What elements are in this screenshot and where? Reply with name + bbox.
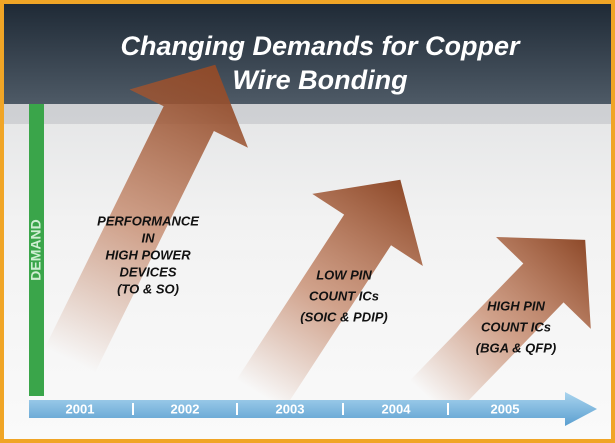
label-line: (TO & SO) [117, 281, 179, 296]
label-line: PERFORMANCE [97, 213, 199, 228]
year: 2003 [276, 401, 305, 416]
header-shade [4, 104, 611, 124]
title: Changing Demands for Copper [120, 31, 521, 61]
label-line: (SOIC & PDIP) [300, 309, 387, 324]
label-line: (BGA & QFP) [476, 340, 556, 355]
label-line: IN [142, 230, 156, 245]
label-line: LOW PIN [316, 267, 372, 282]
year: 2001 [66, 401, 95, 416]
label-line: COUNT ICs [481, 319, 551, 334]
year: 2002 [171, 401, 200, 416]
label-line: HIGH POWER [105, 247, 191, 262]
label-line: DEVICES [119, 264, 176, 279]
label-line: HIGH PIN [487, 298, 545, 313]
label-line: COUNT ICs [309, 288, 379, 303]
year: 2005 [491, 401, 520, 416]
infographic: Changing Demands for Copper Wire Bonding… [0, 0, 615, 443]
arrow-label: HIGH PIN COUNT ICs (BGA & QFP) [476, 298, 556, 355]
title: Wire Bonding [232, 65, 408, 95]
year: 2004 [382, 401, 412, 416]
axis-label: DEMAND [28, 219, 44, 280]
